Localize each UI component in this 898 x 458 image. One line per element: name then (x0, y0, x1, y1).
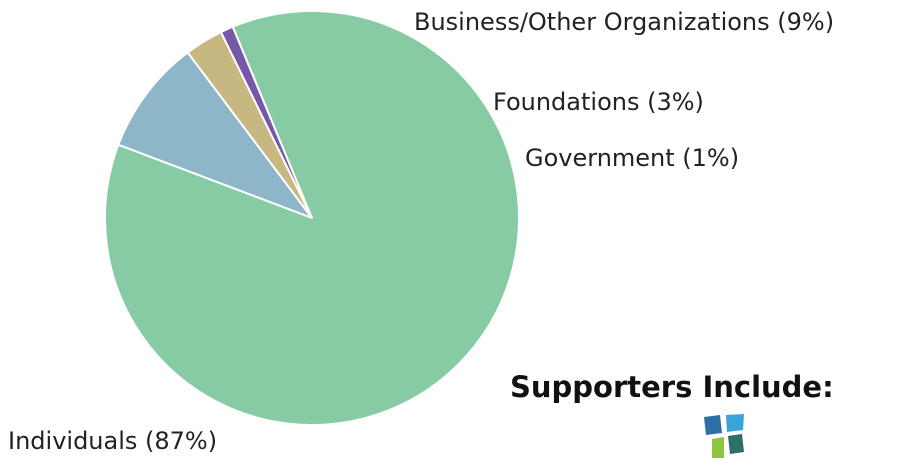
logo-piece-top-left (704, 415, 722, 435)
logo-piece-bottom-left (712, 437, 724, 458)
pie-slice-business-other (117, 51, 313, 219)
label-foundations: Foundations (3%) (493, 88, 704, 116)
logo-piece-bottom-right (728, 434, 744, 454)
label-business-other: Business/Other Organizations (9%) (414, 8, 834, 36)
supporters-heading: Supporters Include: (510, 370, 834, 404)
logo-piece-top-right (726, 414, 744, 432)
label-government: Government (1%) (525, 144, 739, 172)
supporter-logo-icon (704, 414, 744, 458)
label-individuals: Individuals (87%) (8, 427, 217, 455)
pie-slice-individuals (104, 10, 520, 426)
